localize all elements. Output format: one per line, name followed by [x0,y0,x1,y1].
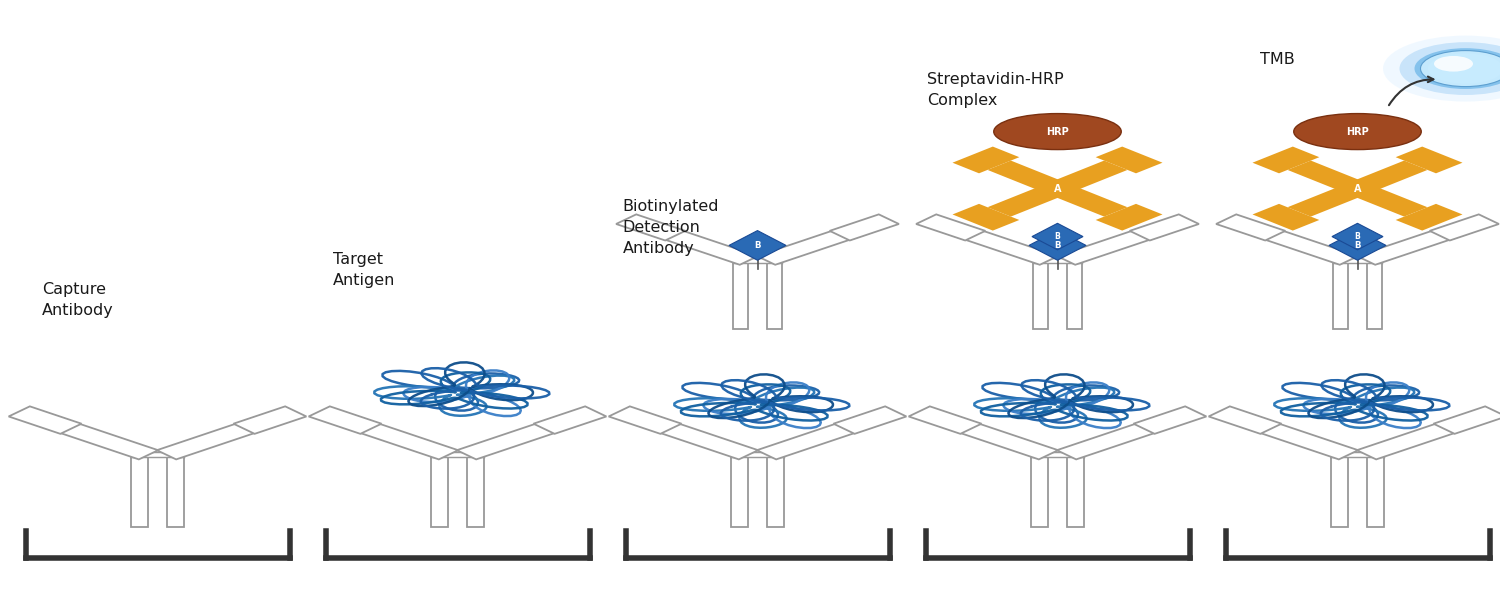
Polygon shape [534,406,606,434]
Polygon shape [1395,204,1462,230]
Bar [732,455,747,527]
Polygon shape [952,146,1020,173]
Polygon shape [1329,230,1386,260]
Bar [1366,260,1383,329]
Bar [1032,455,1047,527]
Text: B: B [1354,232,1360,241]
Polygon shape [834,406,906,434]
Text: Streptavidin-HRP
Complex: Streptavidin-HRP Complex [927,72,1064,108]
Bar [768,455,784,527]
Polygon shape [458,415,579,460]
Text: Target
Antigen: Target Antigen [333,252,396,288]
Text: B: B [754,241,760,250]
Bar [468,455,483,527]
Polygon shape [1346,161,1428,193]
Polygon shape [916,214,986,241]
Polygon shape [1287,184,1370,217]
Polygon shape [909,406,981,434]
Polygon shape [729,230,786,260]
Bar [132,455,147,527]
Bar [1332,260,1348,329]
Text: B: B [1054,232,1060,241]
Bar [1332,258,1383,263]
Polygon shape [1134,406,1206,434]
Polygon shape [936,415,1058,460]
Polygon shape [987,184,1070,217]
Circle shape [1420,50,1500,86]
Polygon shape [1434,406,1500,434]
Bar [1066,260,1083,329]
Polygon shape [1358,223,1473,265]
Polygon shape [1332,223,1383,250]
Polygon shape [987,161,1070,193]
Text: A: A [1353,184,1362,194]
Circle shape [1434,56,1473,71]
Text: B: B [1354,241,1360,250]
Polygon shape [1095,204,1162,230]
Polygon shape [616,214,686,241]
Polygon shape [1287,161,1370,193]
Bar [1368,455,1384,527]
Text: B: B [1054,241,1060,250]
Polygon shape [1058,415,1179,460]
Polygon shape [758,415,879,460]
Polygon shape [234,406,306,434]
Bar [1032,452,1083,457]
Polygon shape [1209,406,1281,434]
Bar [1332,455,1347,527]
Polygon shape [36,415,158,460]
Polygon shape [1346,184,1428,217]
Polygon shape [9,406,81,434]
Bar [1068,455,1083,527]
Circle shape [1428,53,1500,83]
Polygon shape [1130,214,1198,241]
Bar [732,260,748,329]
Bar [1332,452,1383,457]
Ellipse shape [1293,113,1422,149]
Polygon shape [1252,146,1320,173]
Polygon shape [952,204,1020,230]
Bar [732,452,783,457]
Polygon shape [636,415,758,460]
Bar [432,455,447,527]
Polygon shape [1046,184,1128,217]
Text: Biotinylated
Detection
Antibody: Biotinylated Detection Antibody [622,199,718,257]
Circle shape [1400,42,1500,95]
Text: Capture
Antibody: Capture Antibody [42,282,114,318]
Polygon shape [758,223,873,265]
Bar [432,452,483,457]
Polygon shape [1032,223,1083,250]
Polygon shape [642,223,758,265]
Circle shape [1414,48,1500,89]
Ellipse shape [993,113,1120,149]
Polygon shape [1358,415,1479,460]
Polygon shape [1029,230,1086,260]
Polygon shape [1242,223,1358,265]
Bar [732,258,783,263]
Polygon shape [158,415,279,460]
Polygon shape [1058,223,1173,265]
Bar [132,452,183,457]
Polygon shape [942,223,1058,265]
Circle shape [1383,35,1500,101]
Polygon shape [1236,415,1358,460]
Polygon shape [1252,204,1320,230]
Polygon shape [830,214,898,241]
Text: HRP: HRP [1046,127,1070,137]
Text: TMB: TMB [1260,52,1294,67]
Polygon shape [1395,146,1462,173]
Bar [1032,258,1083,263]
Polygon shape [1430,214,1498,241]
Text: A: A [1053,184,1062,194]
Bar [766,260,783,329]
Polygon shape [1095,146,1162,173]
Polygon shape [609,406,681,434]
Polygon shape [336,415,458,460]
Text: HRP: HRP [1346,127,1370,137]
Polygon shape [1216,214,1286,241]
Polygon shape [309,406,381,434]
Polygon shape [1046,161,1128,193]
Bar [1032,260,1048,329]
Bar [166,455,183,527]
